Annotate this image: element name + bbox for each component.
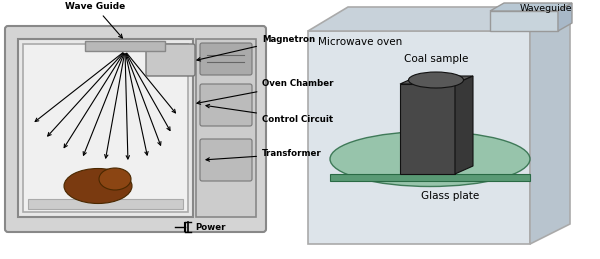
Polygon shape	[530, 7, 570, 244]
FancyBboxPatch shape	[200, 139, 252, 181]
Text: Magnetron: Magnetron	[197, 34, 315, 61]
FancyBboxPatch shape	[28, 199, 183, 209]
Text: Power: Power	[195, 222, 226, 232]
Text: Microwave oven: Microwave oven	[318, 37, 402, 47]
Polygon shape	[490, 11, 558, 31]
Ellipse shape	[64, 169, 132, 204]
Text: Transformer: Transformer	[206, 149, 322, 161]
Text: Oven Chamber: Oven Chamber	[197, 80, 334, 104]
Text: Waveguide: Waveguide	[520, 4, 572, 13]
FancyBboxPatch shape	[200, 84, 252, 126]
Polygon shape	[308, 7, 570, 31]
Text: Control Circuit: Control Circuit	[206, 104, 333, 124]
Polygon shape	[490, 3, 572, 11]
FancyBboxPatch shape	[146, 44, 195, 76]
Text: Coal sample: Coal sample	[404, 54, 468, 64]
Polygon shape	[400, 84, 455, 174]
Polygon shape	[330, 174, 530, 181]
Ellipse shape	[330, 132, 530, 186]
Text: Glass plate: Glass plate	[421, 191, 479, 201]
FancyBboxPatch shape	[18, 39, 193, 217]
FancyBboxPatch shape	[196, 39, 256, 217]
Polygon shape	[455, 76, 473, 174]
Text: Wave Guide: Wave Guide	[65, 2, 125, 38]
FancyBboxPatch shape	[5, 26, 266, 232]
Ellipse shape	[99, 168, 131, 190]
Ellipse shape	[409, 72, 464, 88]
FancyBboxPatch shape	[85, 41, 165, 51]
Polygon shape	[558, 3, 572, 31]
Polygon shape	[400, 76, 473, 84]
FancyBboxPatch shape	[23, 44, 188, 212]
Polygon shape	[308, 31, 530, 244]
FancyBboxPatch shape	[200, 43, 252, 75]
